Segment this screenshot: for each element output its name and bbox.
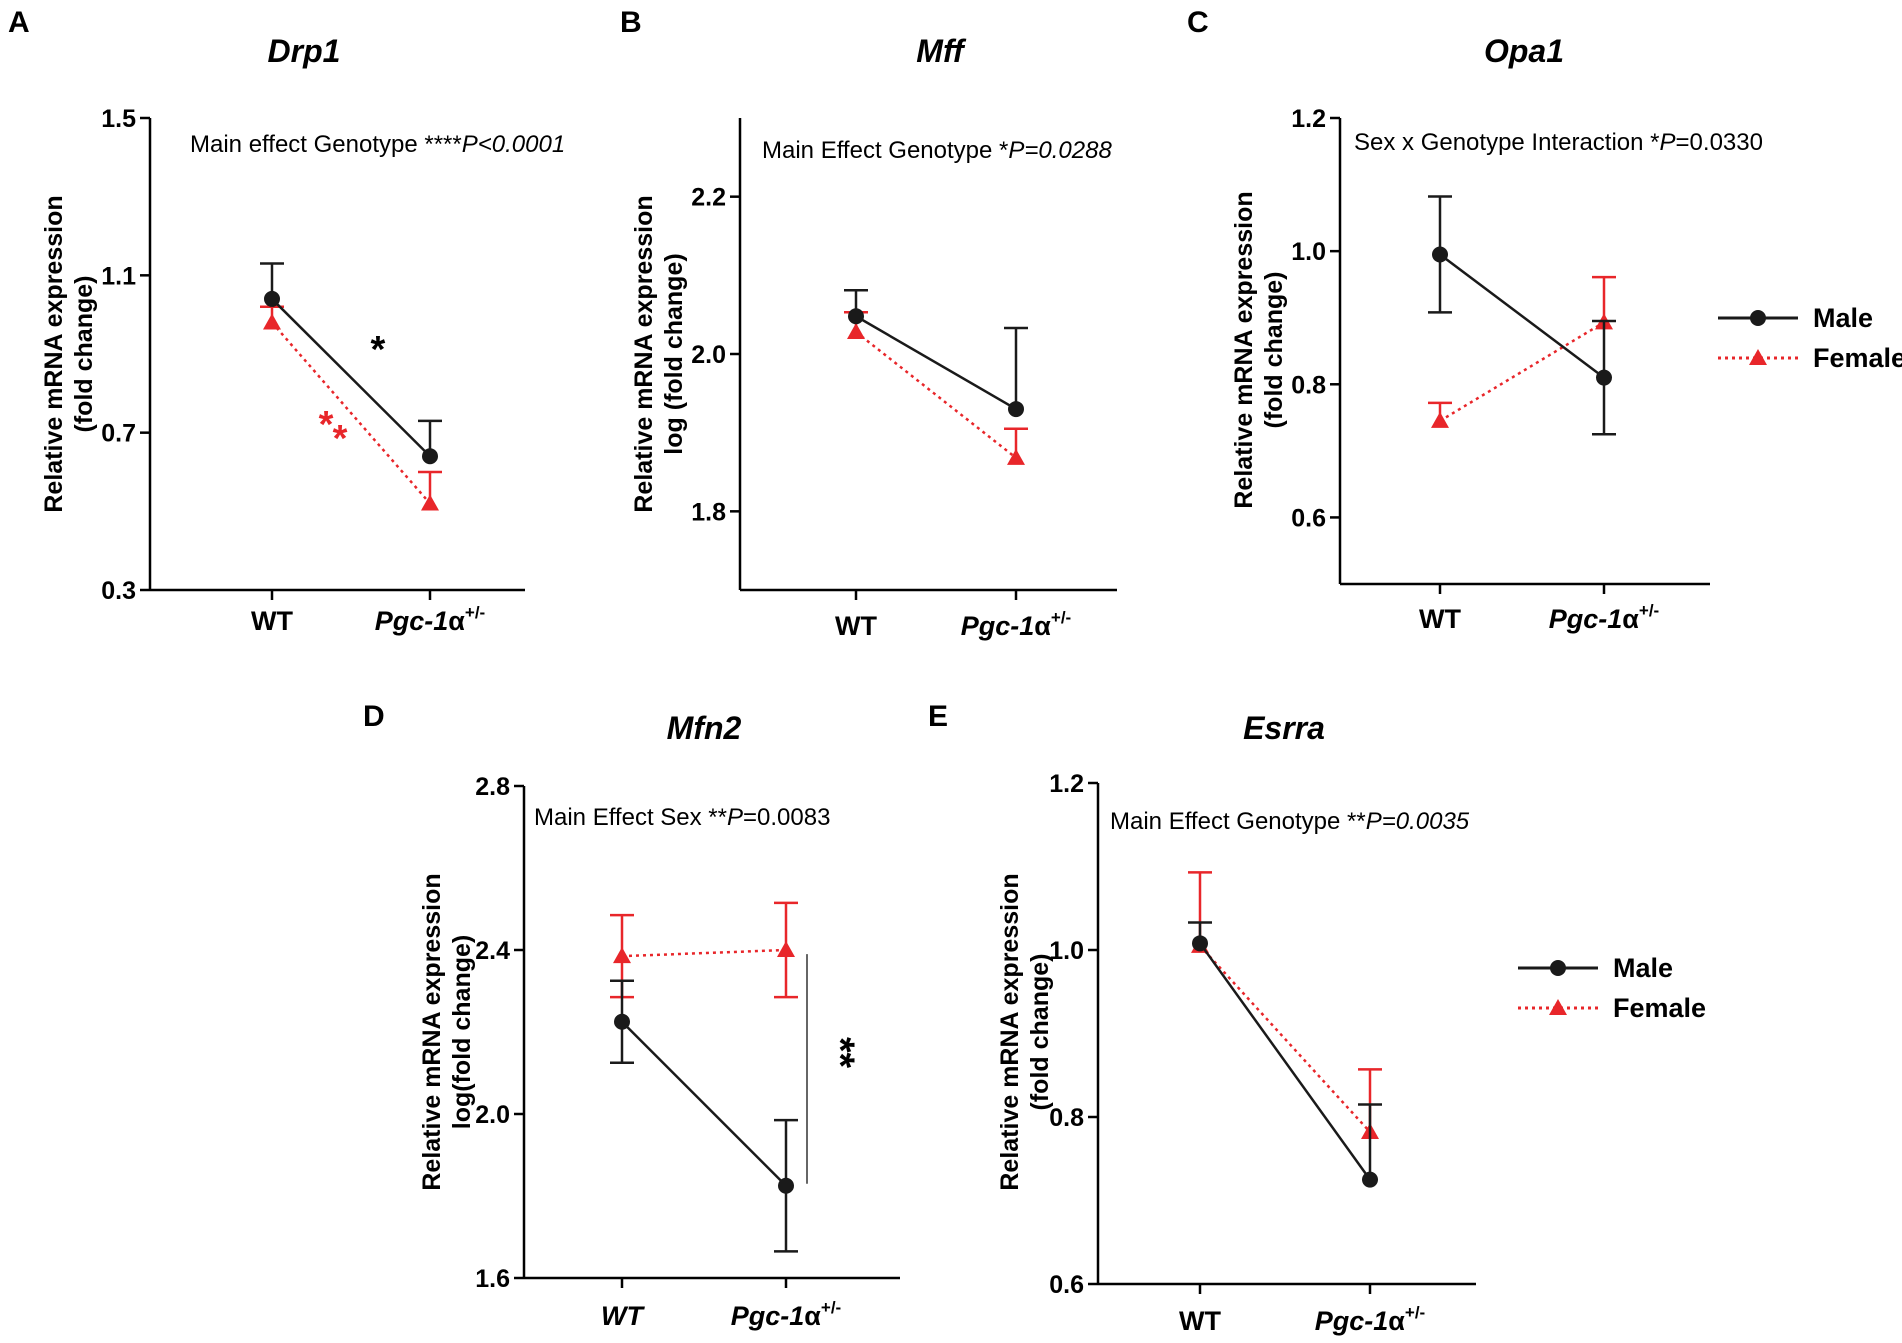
- panel-label-b: B: [620, 6, 642, 39]
- x-tick-label: Pgc-1α+/-: [375, 603, 485, 636]
- chart-title: Drp1: [268, 33, 341, 69]
- y-axis-label: Relative mRNA expressionlog (fold change…: [630, 195, 688, 512]
- male-data-point: [614, 1013, 630, 1030]
- chart-title: Mfn2: [667, 710, 742, 746]
- y-tick-label: 0.3: [101, 577, 136, 605]
- panel-label-a: A: [8, 6, 30, 39]
- y-tick-label: 0.8: [1049, 1104, 1084, 1132]
- female-series-line: [1199, 944, 1371, 1133]
- y-tick-label: 1.0: [1291, 238, 1326, 266]
- chart-panel-c: 0.6 0.8 1.0 1.2 WT Pgc-1α+/- Relative mRNA exp…: [1230, 33, 1763, 634]
- male-series-line: [1439, 253, 1605, 379]
- male-data-point: [848, 308, 864, 325]
- female-series-line: [621, 948, 787, 958]
- panel-label-e: E: [928, 700, 949, 733]
- legend-male-marker: [1550, 960, 1566, 976]
- significance-mark: *: [370, 329, 385, 371]
- male-data-point: [1596, 369, 1612, 386]
- stat-annotation: Sex x Genotype Interaction *P=0.0330: [1354, 129, 1763, 156]
- male-data-point: [264, 290, 280, 307]
- y-tick-label: 1.6: [475, 1265, 510, 1293]
- legend-male-marker: [1750, 310, 1766, 326]
- panel-label-d: D: [363, 700, 385, 733]
- panel-label-c: C: [1187, 6, 1209, 39]
- female-data-point: [613, 947, 631, 964]
- y-tick-label: 0.8: [1291, 371, 1326, 399]
- stat-annotation: Main effect Genotype ****P<0.0001: [190, 131, 565, 158]
- male-data-point: [1008, 401, 1024, 418]
- female-data-point: [1007, 448, 1025, 465]
- y-tick-label: 2.0: [691, 341, 726, 369]
- legend-female-label: Female: [1613, 993, 1706, 1023]
- male-data-point: [1432, 246, 1448, 263]
- y-tick-label: 1.0: [1049, 937, 1084, 965]
- y-tick-label: 0.6: [1049, 1271, 1084, 1299]
- legend-female-marker: [1549, 999, 1567, 1015]
- male-series-line: [621, 1020, 787, 1187]
- y-tick-label: 0.6: [1291, 504, 1326, 532]
- y-axis-label: Relative mRNA expression(fold change): [1230, 191, 1288, 508]
- female-data-point: [1431, 411, 1449, 428]
- male-series-line: [855, 315, 1017, 411]
- female-series-line: [1439, 321, 1605, 422]
- y-tick-label: 2.4: [475, 937, 510, 965]
- legend-male-label: Male: [1813, 303, 1873, 333]
- x-tick-label: WT: [835, 611, 877, 641]
- x-tick-label: Pgc-1α+/-: [731, 1298, 841, 1331]
- y-tick-label: 2.8: [475, 773, 510, 801]
- x-tick-label: WT: [1179, 1306, 1221, 1336]
- y-axis-label: Relative mRNA expression(fold change): [996, 873, 1054, 1190]
- y-tick-label: 2.2: [691, 184, 726, 212]
- chart-title: Mff: [916, 33, 967, 69]
- x-tick-label: Pgc-1α+/-: [1315, 1303, 1425, 1336]
- female-data-point: [777, 941, 795, 957]
- male-data-point: [1192, 935, 1208, 952]
- y-axis-label: Relative mRNA expression(fold change): [40, 195, 98, 512]
- y-tick-label: 1.2: [1049, 770, 1084, 798]
- male-data-point: [778, 1177, 794, 1194]
- chart-panel-a: 0.3 0.7 1.1 1.5 WT Pgc-1α+/- Relative mRNA exp…: [40, 33, 565, 636]
- x-tick-label: Pgc-1α+/-: [961, 608, 1071, 641]
- x-tick-label: WT: [251, 606, 293, 636]
- stat-annotation: Main Effect Genotype **P=0.0035: [1110, 808, 1470, 835]
- female-data-point: [847, 322, 865, 339]
- y-tick-label: 2.0: [475, 1101, 510, 1129]
- legend-male-label: Male: [1613, 953, 1673, 983]
- male-data-point: [1362, 1171, 1378, 1188]
- significance-mark: **: [818, 1037, 862, 1069]
- male-data-point: [422, 448, 438, 465]
- legend-female-marker: [1749, 349, 1767, 365]
- female-data-point: [421, 494, 439, 511]
- chart-panel-d: 1.6 2.0 2.4 2.8 WT Pgc-1α+/- Relative mRNA exp…: [418, 710, 900, 1331]
- chart-title: Esrra: [1243, 710, 1325, 746]
- male-series-line: [1198, 942, 1372, 1181]
- chart-title: Opa1: [1484, 33, 1564, 69]
- y-tick-label: 1.1: [101, 262, 136, 290]
- x-tick-label: WT: [1419, 604, 1461, 634]
- y-tick-label: 0.7: [101, 420, 136, 448]
- stat-annotation: Main Effect Genotype *P=0.0288: [762, 137, 1112, 164]
- y-tick-label: 1.8: [691, 498, 726, 526]
- female-series-line: [271, 321, 431, 505]
- stat-annotation: Main Effect Sex **P=0.0083: [534, 804, 830, 831]
- significance-mark: **: [319, 404, 348, 460]
- chart-panel-e: 0.6 0.8 1.0 1.2 WT Pgc-1α+/- Relative mRNA exp…: [996, 710, 1476, 1336]
- x-tick-label: WT: [601, 1301, 645, 1331]
- female-data-point: [263, 313, 281, 330]
- chart-panel-b: 1.8 2.0 2.2 WT Pgc-1α+/- Relative mRNA expres…: [630, 33, 1117, 641]
- female-series-line: [855, 330, 1017, 459]
- male-series-line: [271, 298, 431, 458]
- legend-top: Male Female: [1718, 303, 1902, 373]
- x-tick-label: Pgc-1α+/-: [1549, 601, 1659, 634]
- y-tick-label: 1.2: [1291, 105, 1326, 133]
- y-axis-label: Relative mRNA expressionlog(fold change): [418, 873, 476, 1190]
- legend-female-label: Female: [1813, 343, 1902, 373]
- y-tick-label: 1.5: [101, 105, 136, 133]
- legend-bottom: Male Female: [1518, 953, 1706, 1023]
